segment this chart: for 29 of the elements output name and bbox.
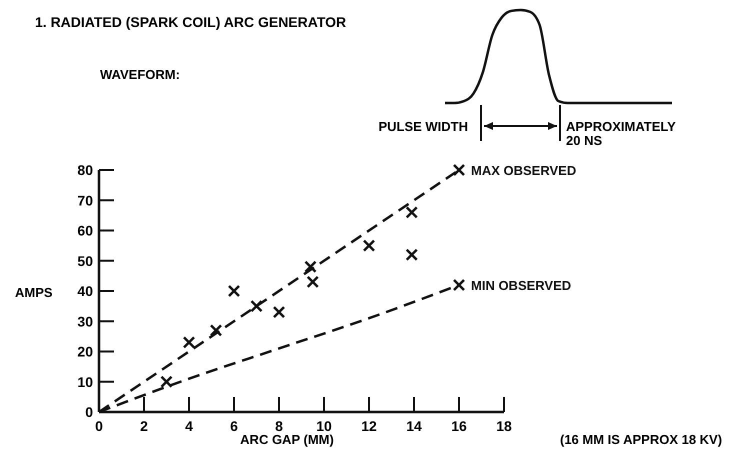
x-tick-label: 2 — [140, 418, 148, 434]
y-tick-label: 80 — [77, 162, 94, 178]
y-tick-label: 10 — [77, 374, 94, 390]
series-label: MIN OBSERVED — [471, 278, 572, 293]
y-axis-title: AMPS — [15, 285, 53, 300]
x-tick-label: 0 — [95, 418, 104, 434]
text: WAVEFORM: — [100, 67, 180, 82]
x-tick-label: 12 — [361, 418, 377, 434]
y-tick-label: 40 — [77, 283, 94, 299]
chart-title: 1. RADIATED (SPARK COIL) ARC GENERATOR — [35, 14, 346, 30]
text: PULSE WIDTH — [378, 119, 468, 134]
y-tick-label: 70 — [77, 192, 94, 208]
y-tick-label: 30 — [77, 313, 94, 330]
text: 20 NS — [566, 133, 602, 148]
x-tick-label: 18 — [496, 418, 512, 434]
y-tick-label: 20 — [77, 344, 94, 360]
series-label: MAX OBSERVED — [471, 163, 576, 178]
text: (16 MM IS APPROX 18 KV) — [560, 432, 722, 447]
x-axis-title: ARC GAP (MM) — [240, 432, 334, 447]
x-tick-label: 6 — [230, 418, 238, 434]
y-tick-label: 60 — [77, 222, 94, 238]
text: APPROXIMATELY — [566, 119, 676, 134]
x-tick-label: 10 — [316, 418, 332, 434]
x-tick-label: 8 — [275, 418, 284, 434]
x-tick-label: 14 — [406, 418, 422, 434]
x-tick-label: 16 — [451, 418, 467, 434]
y-tick-label: 0 — [85, 404, 94, 420]
y-tick-label: 50 — [77, 252, 94, 269]
x-tick-label: 4 — [185, 418, 194, 434]
